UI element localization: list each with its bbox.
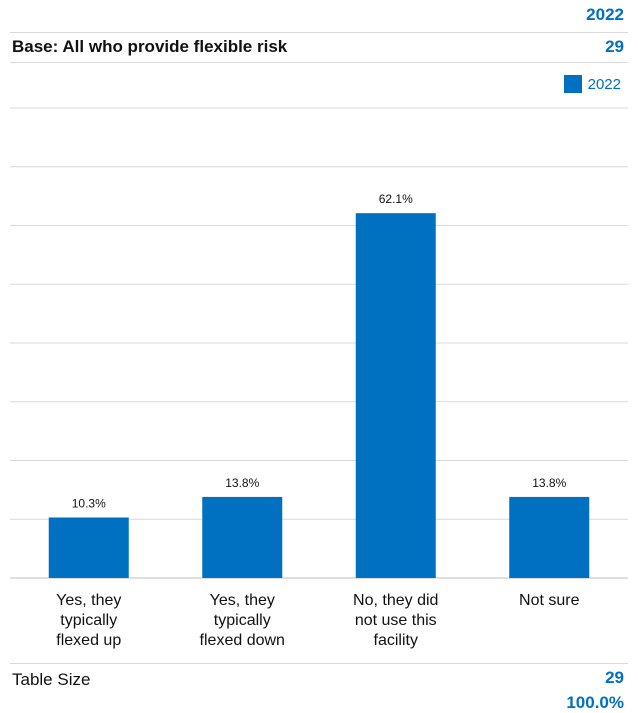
bar: [355, 213, 436, 578]
data-label: 13.8%: [532, 476, 566, 490]
data-label: 10.3%: [72, 496, 106, 510]
bar-chart: 10.3% 13.8% 62.1% 13.8%: [10, 107, 628, 579]
base-label: Base: All who provide flexible risk: [12, 37, 288, 56]
legend-swatch: [563, 75, 582, 93]
data-label: 13.8%: [225, 476, 259, 490]
chart-legend: 2022: [563, 75, 621, 93]
base-divider: [10, 62, 628, 63]
category-label: Yes, they typically flexed up: [56, 592, 122, 649]
bar: [48, 517, 129, 578]
header-year: 2022: [586, 5, 624, 24]
table-size-value: 29: [605, 668, 624, 687]
header-divider: [10, 32, 628, 33]
category-label: Yes, they typically flexed down: [199, 592, 285, 649]
bar: [509, 496, 590, 578]
table-size-label: Table Size: [12, 670, 91, 689]
base-row: Base: All who provide flexible risk 29: [12, 37, 624, 59]
bar: [202, 496, 283, 578]
base-value: 29: [605, 37, 624, 56]
data-label: 62.1%: [379, 192, 413, 206]
legend-label: 2022: [587, 75, 621, 93]
total-percent: 100.0%: [566, 693, 624, 712]
category-label: No, they did not use this facility: [353, 592, 439, 649]
footer-divider: [10, 663, 628, 664]
category-label: Not sure: [519, 592, 580, 609]
